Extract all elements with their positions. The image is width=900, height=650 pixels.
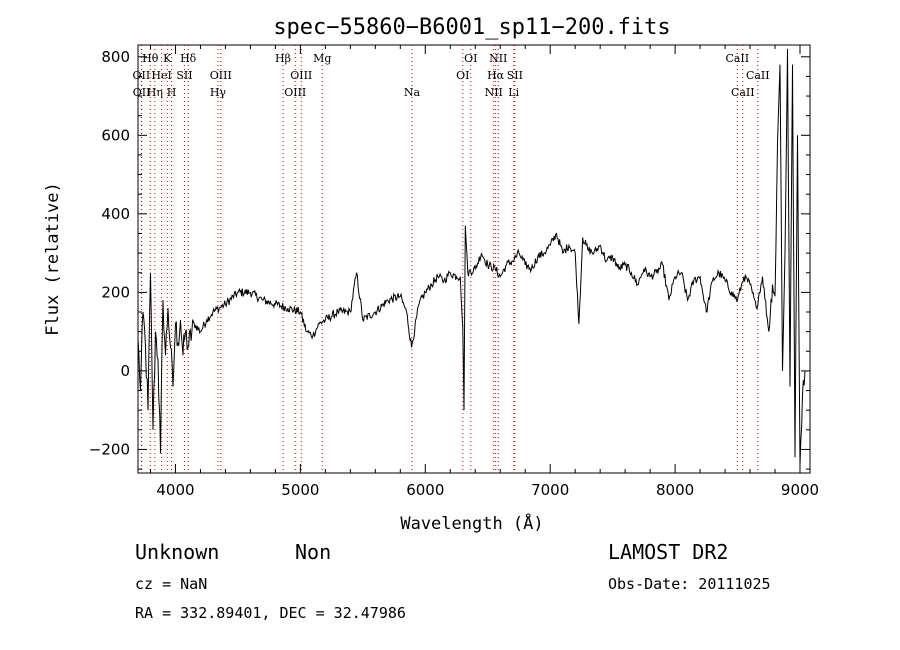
line-label: NII (485, 86, 503, 99)
survey-name: LAMOST DR2 (608, 540, 729, 564)
line-label: H (167, 86, 177, 99)
y-tick-label: 200 (101, 283, 130, 301)
line-label: Hθ (142, 52, 159, 65)
redshift-value: cz = NaN (135, 575, 208, 593)
observation-date: Obs-Date: 20111025 (608, 575, 771, 593)
line-label: K (163, 52, 172, 65)
line-label: Na (404, 86, 421, 99)
x-tick-label: 9000 (781, 481, 819, 499)
plot-frame (137, 44, 811, 474)
line-label: SII (507, 69, 523, 82)
line-label: OI (456, 69, 469, 82)
x-tick-label: 7000 (531, 481, 569, 499)
spectrum-line (137, 48, 806, 466)
x-tick-label: 6000 (406, 481, 444, 499)
line-label: OI (464, 52, 477, 65)
spectrum-plot: spec−55860−B6001_sp11−200.fits 4000 5000 6… (43, 15, 819, 534)
line-label: OIII (210, 69, 232, 82)
chart-title: spec−55860−B6001_sp11−200.fits (273, 15, 670, 40)
line-label: Hη (147, 86, 163, 99)
object-subclass: Non (295, 540, 332, 564)
line-label: Mg (313, 52, 331, 65)
x-axis: 4000 5000 6000 7000 8000 9000 (149, 45, 819, 499)
line-label: Hγ (210, 86, 227, 99)
line-label: Li (508, 86, 519, 99)
line-label: Hα (487, 69, 505, 82)
line-label: OIII (290, 69, 312, 82)
y-axis-label: Flux (relative) (43, 182, 63, 336)
y-tick-label: 600 (101, 126, 130, 144)
x-tick-label: 8000 (656, 481, 694, 499)
line-label: OII (133, 69, 151, 82)
line-label: OIII (284, 86, 306, 99)
x-tick-label: 4000 (156, 481, 194, 499)
x-axis-label: Wavelength (Å) (400, 512, 543, 534)
line-markers (140, 45, 759, 473)
y-tick-label: −200 (89, 440, 130, 458)
line-label: Hβ (275, 52, 291, 65)
line-label: SII (176, 69, 192, 82)
y-tick-label: 400 (101, 205, 130, 223)
line-label: CaII (746, 69, 770, 82)
line-label: HeI (151, 69, 171, 82)
line-label: OII (133, 86, 151, 99)
line-label: Hδ (180, 52, 197, 65)
line-label: CaII (725, 52, 749, 65)
y-axis: −200 0 200 400 600 800 (89, 48, 810, 470)
y-tick-label: 0 (120, 362, 130, 380)
y-tick-label: 800 (101, 48, 130, 66)
object-class: Unknown (135, 540, 220, 564)
coordinates: RA = 332.89401, DEC = 32.47986 (135, 604, 406, 622)
x-tick-label: 5000 (281, 481, 319, 499)
line-label: NII (489, 52, 507, 65)
line-label: CaII (731, 86, 755, 99)
